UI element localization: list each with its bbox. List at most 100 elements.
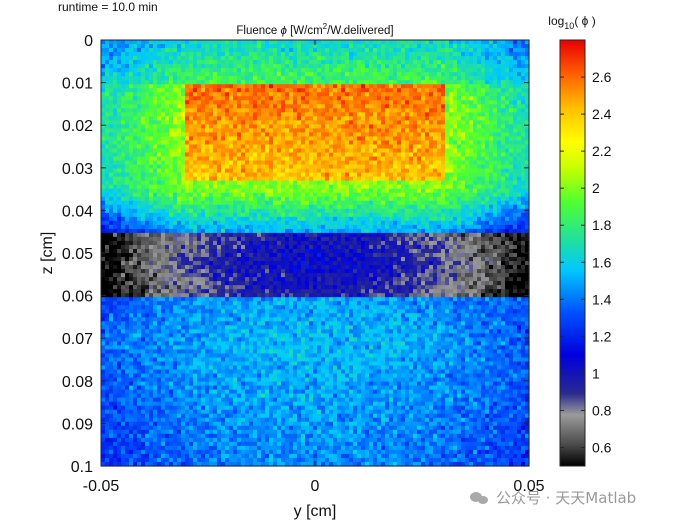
heatmap-cell: [517, 188, 522, 194]
heatmap-cell: [437, 72, 442, 77]
heatmap-cell: [265, 92, 270, 97]
heatmap-cell: [357, 52, 362, 57]
heatmap-cell: [113, 132, 118, 138]
heatmap-cell: [425, 160, 430, 166]
heatmap-cell: [281, 144, 286, 150]
heatmap-cell: [161, 104, 166, 109]
heatmap-cell: [121, 120, 126, 125]
heatmap-cell: [353, 40, 358, 45]
heatmap-cell: [165, 100, 170, 105]
heatmap-cell: [117, 220, 122, 226]
heatmap-cell: [453, 164, 458, 170]
heatmap-cell: [141, 216, 146, 222]
heatmap-cell: [489, 108, 494, 113]
heatmap-cell: [273, 68, 278, 73]
heatmap-cell: [301, 160, 306, 166]
heatmap-cell: [349, 140, 354, 146]
heatmap-cell: [201, 156, 206, 162]
heatmap-cell: [157, 64, 162, 69]
heatmap-cell: [153, 100, 158, 105]
heatmap-cell: [293, 68, 298, 73]
heatmap-cell: [121, 136, 126, 142]
heatmap-cell: [189, 220, 194, 226]
heatmap-cell: [229, 64, 234, 69]
heatmap-cell: [509, 84, 514, 89]
heatmap-cell: [393, 180, 398, 186]
heatmap-cell: [185, 40, 190, 45]
heatmap-cell: [113, 72, 118, 77]
heatmap-cell: [285, 200, 290, 206]
heatmap-cell: [433, 100, 438, 105]
heatmap-cell: [525, 76, 530, 81]
heatmap-cell: [189, 64, 194, 69]
heatmap-cell: [413, 192, 418, 198]
heatmap-cell: [273, 168, 278, 174]
heatmap-cell: [353, 156, 358, 162]
heatmap-cell: [465, 220, 470, 226]
heatmap-cell: [429, 156, 434, 162]
heatmap-cell: [237, 140, 242, 146]
heatmap-cell: [273, 180, 278, 186]
heatmap-cell: [133, 64, 138, 69]
heatmap-cell: [129, 120, 134, 125]
heatmap-cell: [229, 188, 234, 194]
heatmap-cell: [405, 40, 410, 45]
heatmap-cell: [241, 132, 246, 138]
heatmap-cell: [389, 64, 394, 69]
heatmap-cell: [101, 208, 106, 214]
heatmap-cell: [333, 144, 338, 150]
heatmap-cell: [141, 104, 146, 109]
heatmap-cell: [289, 48, 294, 53]
heatmap-cell: [385, 220, 390, 226]
heatmap-cell: [485, 52, 490, 57]
heatmap-cell: [133, 96, 138, 101]
heatmap-cell: [461, 184, 466, 190]
heatmap-cell: [161, 168, 166, 174]
heatmap-cell: [409, 44, 414, 49]
heatmap-cell: [453, 204, 458, 210]
heatmap-cell: [261, 60, 266, 65]
heatmap-cell: [325, 216, 330, 222]
heatmap-cell: [301, 60, 306, 65]
heatmap-cell: [253, 96, 258, 101]
heatmap-cell: [341, 64, 346, 69]
heatmap-cell: [229, 212, 234, 218]
heatmap-cell: [353, 204, 358, 210]
heatmap-cell: [153, 88, 158, 93]
heatmap-cell: [189, 92, 194, 97]
heatmap-cell: [489, 212, 494, 218]
heatmap-cell: [265, 144, 270, 150]
heatmap-cell: [509, 52, 514, 57]
heatmap-cell: [393, 156, 398, 162]
heatmap-cell: [181, 60, 186, 65]
heatmap-cell: [289, 148, 294, 154]
heatmap-cell: [281, 180, 286, 186]
heatmap-cell: [453, 72, 458, 77]
heatmap-cell: [305, 196, 310, 202]
heatmap-cell: [413, 56, 418, 61]
heatmap-cell: [429, 184, 434, 190]
heatmap-cell: [297, 76, 302, 81]
heatmap-cell: [393, 56, 398, 61]
heatmap-cell: [509, 136, 514, 142]
heatmap-cell: [497, 200, 502, 206]
heatmap-cell: [429, 196, 434, 202]
heatmap-cell: [417, 152, 422, 158]
heatmap-cell: [473, 40, 478, 45]
heatmap-cell: [353, 68, 358, 73]
heatmap-cell: [473, 208, 478, 214]
heatmap-cell: [165, 164, 170, 170]
heatmap-cell: [265, 148, 270, 154]
heatmap-cell: [237, 124, 242, 130]
heatmap-cell: [373, 76, 378, 81]
heatmap-cell: [397, 76, 402, 81]
heatmap-cell: [213, 176, 218, 182]
heatmap-cell: [413, 152, 418, 158]
heatmap-cell: [189, 176, 194, 182]
heatmap-cell: [197, 196, 202, 202]
heatmap-cell: [465, 200, 470, 206]
heatmap-cell: [217, 224, 222, 230]
heatmap-cell: [405, 196, 410, 202]
heatmap-cell: [497, 144, 502, 150]
heatmap-cell: [213, 200, 218, 206]
